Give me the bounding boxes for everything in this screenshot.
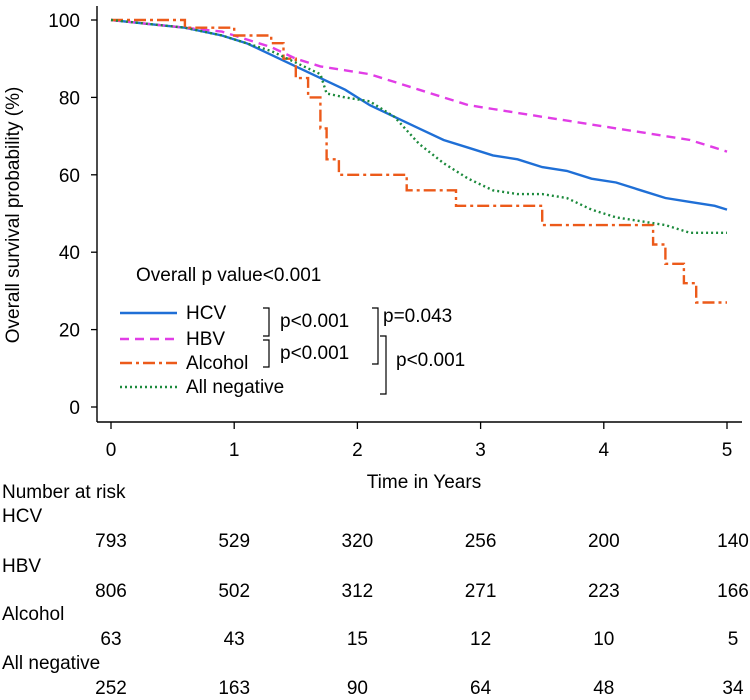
risk-value: 312 (341, 581, 374, 602)
risk-value: 793 (95, 531, 127, 552)
curve-all-negative (110, 18, 727, 235)
risk-value: 10 (593, 629, 615, 650)
risk-value: 34 (722, 678, 744, 699)
legend-label: All negative (186, 377, 284, 398)
risk-value: 529 (218, 531, 251, 552)
risk-value: 5 (727, 629, 739, 650)
bracket-all-negative (380, 335, 387, 395)
p-value-hbv-alcohol: p<0.001 (280, 343, 349, 364)
x-tick-label: 2 (352, 440, 363, 461)
risk-value: 252 (95, 678, 127, 699)
bracket-p043 (372, 307, 379, 365)
risk-value: 12 (470, 629, 492, 650)
y-tick-label: 40 (59, 243, 80, 264)
p-value-hcv-hbv: p<0.001 (280, 311, 349, 332)
x-tick-label: 0 (106, 440, 117, 461)
legend-label: HCV (186, 303, 226, 324)
legend: Overall p value<0.001 HCV HBV Alcohol All ne… (120, 265, 321, 398)
risk-row-label: Alcohol (2, 604, 65, 625)
y-tick-label: 20 (59, 321, 80, 342)
risk-value: 166 (717, 581, 749, 602)
overall-p-value: Overall p value<0.001 (136, 265, 321, 286)
y-tick-label: 100 (48, 11, 80, 32)
risk-value: 90 (346, 678, 368, 699)
risk-value: 48 (593, 678, 615, 699)
risk-value: 63 (100, 629, 122, 650)
risk-value: 320 (341, 531, 374, 552)
risk-row-label: HBV (2, 556, 42, 577)
bracket-hbv-alcohol (263, 339, 270, 368)
survival-chart: 0 20 40 60 80 100 0 1 2 3 4 5 Time in Years Overall s… (3, 6, 742, 493)
x-axis-title: Time in Years (367, 472, 481, 493)
p-value-brackets: p<0.001 p<0.001 p=0.043 p<0.001 (263, 306, 465, 395)
y-tick-label: 80 (59, 88, 80, 109)
risk-row-label: All negative (2, 653, 101, 674)
bracket-hcv-hbv (263, 307, 270, 337)
x-tick-label: 4 (599, 440, 610, 461)
risk-table-title: Number at risk (2, 482, 126, 503)
risk-value: 163 (218, 678, 251, 699)
axes: 0 20 40 60 80 100 0 1 2 3 4 5 Time in Years Overall s… (3, 6, 742, 493)
risk-row-label: HCV (2, 506, 43, 527)
risk-value: 256 (464, 531, 497, 552)
curve-hcv (110, 18, 728, 211)
p-value-p043: p=0.043 (383, 306, 452, 327)
curve-hbv (110, 18, 728, 153)
risk-value: 15 (346, 629, 368, 650)
legend-label: HBV (186, 329, 225, 350)
p-value-all-negative: p<0.001 (396, 350, 465, 371)
risk-value: 271 (464, 581, 497, 602)
legend-label: Alcohol (186, 353, 248, 374)
risk-value: 502 (218, 581, 251, 602)
y-axis-title: Overall survival probability (%) (3, 87, 24, 344)
risk-value: 140 (717, 531, 749, 552)
risk-value: 64 (470, 678, 492, 699)
risk-value: 806 (95, 581, 127, 602)
survival-curves (110, 18, 728, 304)
curve-alcohol (111, 18, 727, 304)
x-tick-label: 3 (475, 440, 486, 461)
x-tick-label: 5 (722, 440, 733, 461)
risk-value: 200 (587, 531, 620, 552)
y-tick-label: 60 (59, 166, 80, 187)
y-tick-label: 0 (69, 398, 80, 419)
risk-value: 223 (587, 581, 620, 602)
x-tick-label: 1 (229, 440, 240, 461)
risk-value: 43 (223, 629, 245, 650)
